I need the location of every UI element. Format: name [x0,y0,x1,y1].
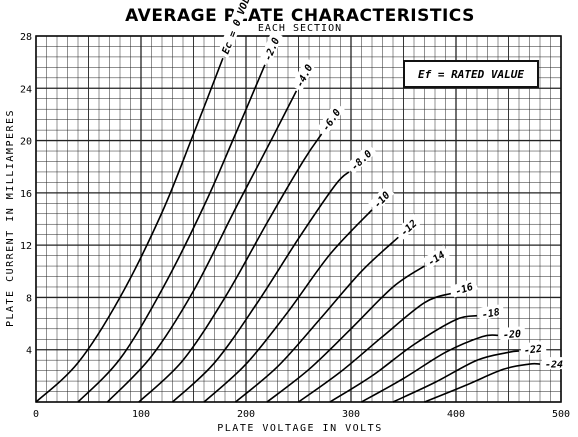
x-tick-label: 100 [132,409,150,420]
curve-label-text: -20 [503,329,522,341]
curve-label-text: -24 [545,360,563,371]
x-tick-labels: 0 100 200 300 400 500 [33,409,570,420]
y-axis-label: PLATE CURRENT IN MILLIAMPERES [5,109,16,327]
curve-label-5: -10 [368,185,395,212]
chart-title: AVERAGE PLATE CHARACTERISTICS [125,6,475,26]
curve-label-bg [422,245,450,270]
curve-9 [329,314,478,403]
curve-label-10: -20 [499,326,526,341]
x-axis-label: PLATE VOLTAGE IN VOLTS [217,423,382,434]
curve-label-bg [316,102,345,136]
curve-11 [392,350,520,403]
curve-label-group: Ec = 0 VOLTS -2.0-4.0-6.0-8.0-10-12-14-16… [217,0,568,371]
curve-label-text: -2.0 [263,36,283,62]
curve-label-bg [450,277,479,298]
y-tick-label: 16 [20,189,32,200]
y-tick-label: 8 [26,293,32,304]
y-tick-label: 12 [20,241,32,252]
curve-label-bg [217,0,259,59]
curve-7 [266,265,425,403]
curve-label-bg [520,340,547,356]
y-tick-label: 20 [20,137,32,148]
y-tick-label: 28 [20,32,32,43]
rated-value-note-box [403,60,539,88]
curve-label-text: -22 [523,344,542,357]
curve-label-bg [395,213,422,240]
x-tick-label: 400 [447,409,465,420]
curve-label-text: -4.0 [295,63,316,89]
curve-label-11: -22 [520,340,547,357]
curve-label-8: -16 [450,277,479,298]
rated-value-note: Ef = RATED VALUE [403,60,539,88]
curve-label-text: -18 [481,307,501,321]
curve-label-bg [542,357,568,370]
chart-grid [35,35,562,403]
curve-label-bg [259,31,283,65]
curve-label-7: -14 [422,245,450,270]
curve-1 [77,64,266,403]
curve-label-6: -12 [395,213,422,240]
rated-value-note-text: Ef = RATED VALUE [418,68,524,81]
curve-group [35,57,541,403]
curve-4 [171,171,350,403]
curve-5 [203,209,373,403]
curve-label-12: -24 [542,357,568,371]
curve-2 [106,90,298,403]
y-tick-label: 24 [20,84,32,95]
curve-label-bg [477,303,505,321]
curve-12 [424,362,541,403]
chart-subtitle: EACH SECTION [258,23,342,34]
curve-label-9: -18 [477,303,505,321]
y-tick-label: 4 [26,346,32,357]
x-tick-label: 200 [237,409,255,420]
x-tick-label: 0 [33,409,39,420]
x-tick-label: 500 [552,409,570,420]
curve-label-2: -4.0 [291,57,317,92]
curve-label-bg [368,185,395,212]
curve-0 [35,57,224,403]
curve-label-3: -6.0 [316,102,345,136]
curve-label-bg [345,143,377,175]
curve-6 [234,236,399,403]
curve-label-bg [291,57,317,92]
y-tick-labels: 4 8 12 16 20 24 28 [20,32,32,357]
curve-label-bg [499,326,526,341]
curve-8 [298,292,452,403]
curve-3 [138,133,323,403]
curve-10 [361,334,499,403]
x-tick-label: 300 [342,409,360,420]
